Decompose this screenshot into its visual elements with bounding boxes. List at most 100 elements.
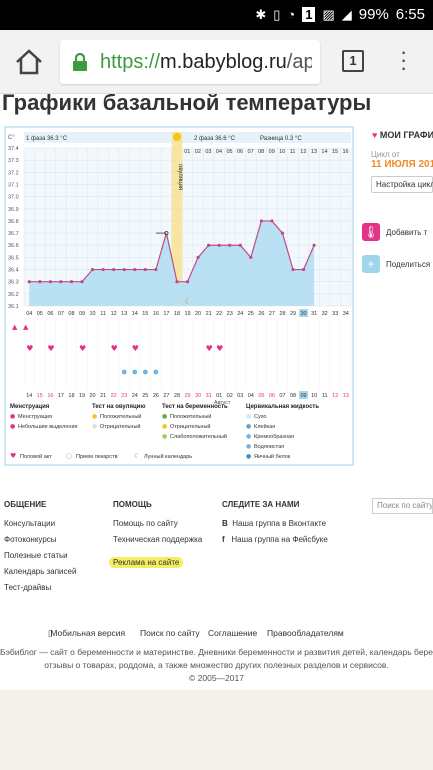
legend-pregnancy-item: Отрицательный [170, 423, 211, 430]
footer-col-title: ОБЩЕНИЕ [4, 500, 47, 509]
calendar-date: 15 [37, 393, 43, 399]
phone-icon: ▯ [48, 628, 53, 638]
legend-ovulation-marker: ● [92, 423, 97, 430]
bbt-point [59, 280, 63, 284]
top-day-label: 02 [195, 149, 201, 155]
legend-menstruation-marker: ● [10, 413, 15, 420]
calendar-date: 29 [184, 393, 190, 399]
footer-link[interactable]: Соглашение [208, 628, 258, 638]
bbt-point [217, 243, 221, 247]
notification-badge: 1 [302, 7, 316, 22]
footer-link[interactable]: Помощь по сайту [113, 519, 178, 528]
bbt-point [133, 267, 137, 272]
ads-link[interactable]: Реклама на сайте [109, 557, 184, 568]
top-day-label: 09 [269, 149, 275, 155]
heart-icon: ♥ [372, 130, 378, 140]
my-charts-link[interactable]: ♥ МОИ ГРАФИКИ [372, 130, 433, 140]
intercourse-icon: ♥ [47, 344, 54, 353]
legend-ovulation-item: Положительный [100, 413, 141, 420]
footer-link[interactable]: Консультации [4, 519, 56, 528]
share-label: Поделиться [386, 259, 431, 269]
address-bar[interactable]: https://m.babyblog.ru/ap [60, 40, 320, 84]
my-charts-label: МОИ ГРАФИКИ [379, 130, 433, 140]
x-tick-label: 33 [332, 311, 338, 317]
legend-cervical-item: Клейкая [254, 423, 275, 430]
calendar-date: 21 [100, 393, 106, 399]
home-icon[interactable] [14, 48, 44, 76]
thermometer-icon: 🌡 [362, 223, 380, 241]
cycle-settings-button[interactable]: Настройка цикла [371, 176, 433, 193]
calendar-date: 04 [248, 393, 254, 399]
footer-link[interactable]: Фотоконкурсы [4, 535, 57, 544]
y-tick-label: 36.7 [8, 231, 19, 237]
url-text: https://m.babyblog.ru/ap [100, 51, 312, 74]
calendar-date: 23 [121, 393, 127, 399]
facebook-link[interactable]: f Наша группа на Фейсбуке [222, 535, 328, 544]
top-day-label: 12 [300, 149, 306, 155]
intercourse-icon: ♥ [206, 344, 213, 353]
footer-link[interactable]: Календарь записей [4, 567, 77, 576]
add-button[interactable]: 🌡 Добавить т [362, 223, 433, 241]
footer-link[interactable]: Техническая поддержка [113, 535, 203, 544]
mobile-version-label: Мобильная версия [50, 628, 126, 638]
page-title: Графики базальной температуры [2, 94, 372, 115]
bbt-point [291, 267, 295, 272]
top-day-label: 05 [226, 149, 232, 155]
x-tick-label: 19 [184, 311, 190, 317]
add-label: Добавить т [386, 227, 428, 237]
chart-header-strip [24, 132, 352, 143]
phase-diff-label: Разница 0.3 °C [260, 136, 302, 142]
x-tick-label: 17 [163, 311, 169, 317]
copyright-text: © 2005—2017 [189, 673, 244, 683]
share-button[interactable]: + Поделиться [362, 255, 433, 273]
month-label: Август [214, 400, 231, 406]
legend-menstruation-item: Небольшие выделения [18, 424, 78, 430]
footer-col-help: ПОМОЩЬ Помощь по сайту Техническая подде… [109, 500, 203, 574]
legend-cervical-item: Водянистая [254, 444, 284, 450]
moon-icon: ☾ [185, 297, 192, 306]
intercourse-icon: ♥ [79, 344, 86, 353]
calendar-date: 28 [174, 393, 180, 399]
calendar-date: 03 [237, 393, 243, 399]
calendar-date: 07 [279, 393, 285, 399]
x-tick-label: 26 [258, 311, 264, 317]
legend-ovulation-marker: ● [92, 413, 97, 420]
vk-link[interactable]: B Наша группа в Вконтакте [222, 519, 328, 528]
bbt-point [69, 280, 74, 284]
x-tick-label: 08 [68, 311, 74, 317]
x-tick-label: 13 [121, 311, 127, 317]
legend-cervical-marker: ● [246, 453, 251, 460]
overflow-menu-icon[interactable]: · · · [400, 39, 408, 80]
top-day-label: 13 [311, 149, 317, 155]
intercourse-icon: ♥ [216, 344, 223, 353]
intercourse-icon: ♥ [26, 344, 33, 353]
ovulation-sun-icon [172, 133, 181, 141]
x-tick-label: 06 [47, 311, 53, 317]
url-path: /ap [286, 51, 312, 73]
status-bar: ✱ ▯ ◔ 1 ▨ ◢ 99% 6:55 [0, 0, 433, 30]
bbt-point [90, 267, 95, 272]
y-axis-unit: C° [8, 135, 15, 141]
facebook-label: Наша группа на Фейсбуке [231, 535, 328, 544]
legend-pregnancy-marker: ● [162, 433, 167, 440]
intercourse-icon: ♥ [111, 344, 118, 353]
calendar-date: 31 [206, 393, 212, 399]
signal-icon: ◢ [341, 6, 352, 22]
calendar-date: 18 [68, 393, 74, 399]
top-day-label: 10 [279, 149, 285, 155]
top-day-label: 16 [343, 149, 349, 155]
legend-ovulation-title: Тест на овуляцию [92, 404, 145, 410]
footer-search-input[interactable]: Поиск по сайту [372, 498, 433, 514]
x-tick-label: 09 [79, 311, 85, 317]
footer-link[interactable]: Тест-драйвы [4, 583, 52, 592]
y-tick-label: 37.3 [8, 158, 19, 164]
footer-col-community: ОБЩЕНИЕ Консультации Фотоконкурсы Полезн… [4, 500, 76, 599]
calendar-date: 06 [269, 393, 275, 399]
legend-bottom-item: Половой акт [20, 453, 52, 460]
footer-link[interactable]: Правообладателям [267, 628, 344, 638]
ovulation-label: овуляция [177, 164, 183, 190]
footer-link[interactable]: Поиск по сайту [140, 628, 200, 638]
tab-switcher-button[interactable]: 1 [342, 50, 364, 72]
mobile-version-link[interactable]: ▯ Мобильная версия [48, 628, 125, 638]
footer-link[interactable]: Полезные статьи [4, 551, 68, 560]
